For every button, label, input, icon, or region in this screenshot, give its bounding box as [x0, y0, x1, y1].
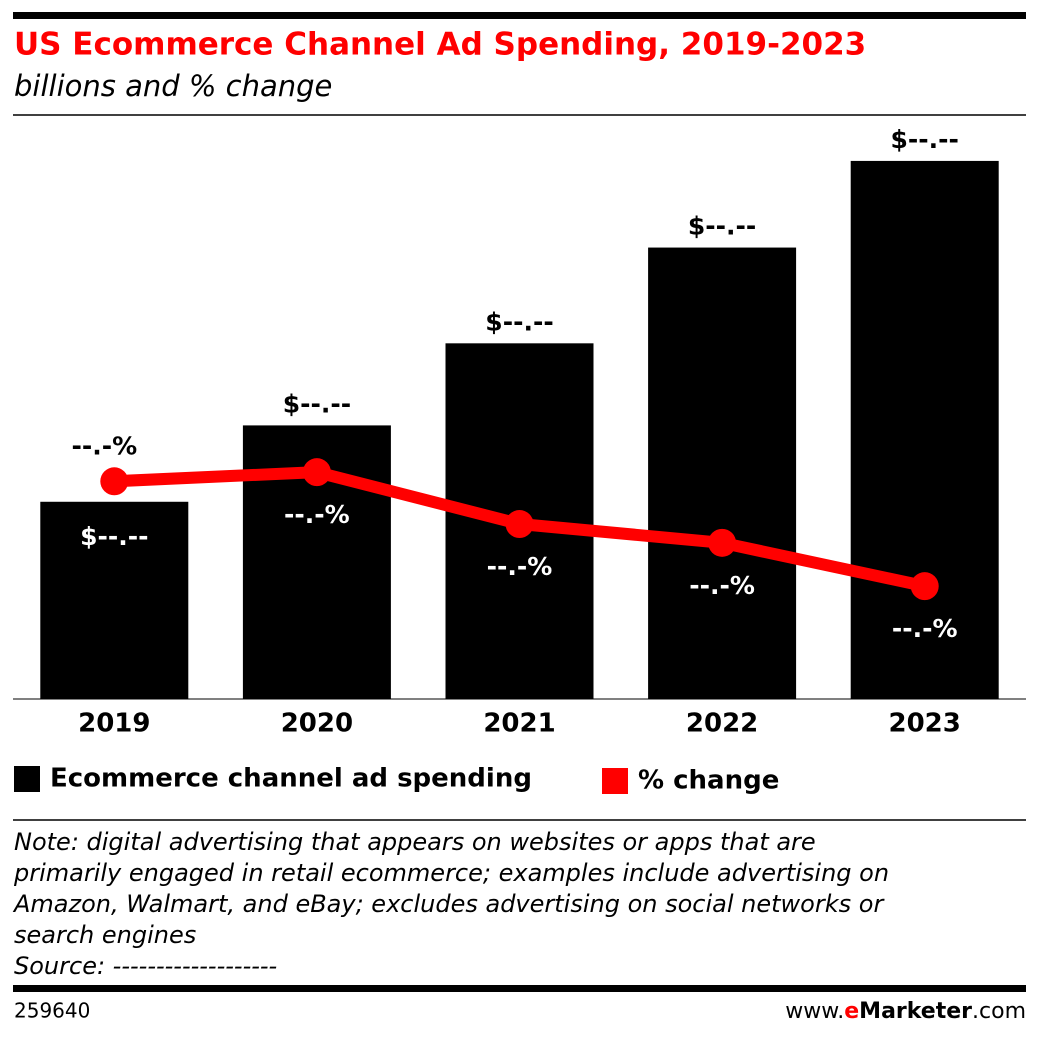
note: search engines — [14, 921, 196, 949]
line-marker — [708, 528, 737, 557]
line-value-label: --.-% — [892, 614, 958, 643]
bar — [40, 501, 189, 699]
chart-title: US Ecommerce Channel Ad Spending, 2019-2… — [14, 27, 866, 63]
line-value-label: --.-% — [284, 500, 350, 529]
footer-id: 259640 — [14, 999, 90, 1023]
x-tick-label: 2020 — [281, 709, 353, 739]
legend-swatch — [602, 768, 628, 794]
bar — [850, 160, 999, 700]
x-tick-label: 2019 — [78, 709, 150, 739]
bar-value-label: $--.-- — [283, 389, 351, 418]
bar-value-label: $--.-- — [485, 307, 553, 336]
line-value-label: --.-% — [689, 571, 755, 600]
legend-swatch — [14, 766, 40, 792]
line-marker — [505, 510, 534, 539]
footer-site: www.eMarketer.com — [785, 999, 1026, 1024]
x-tick-label: 2022 — [686, 709, 758, 739]
bar-value-label: $--.-- — [688, 212, 756, 241]
line-marker — [100, 467, 129, 496]
line-value-label: --.-% — [71, 431, 137, 460]
bottom-rule — [13, 985, 1026, 992]
line-marker — [910, 572, 939, 601]
x-tick-label: 2023 — [889, 709, 961, 739]
line-marker — [302, 458, 331, 487]
bar — [648, 247, 797, 699]
site-brand: e — [844, 999, 859, 1024]
note: Note: digital advertising that appears o… — [14, 828, 816, 856]
legend-label: Ecommerce channel ad spending — [50, 764, 532, 794]
site-prefix: www. — [785, 999, 844, 1024]
source: Source: ------------------- — [14, 952, 277, 980]
bar-value-label: $--.-- — [890, 125, 958, 154]
site-suffix: .com — [972, 999, 1026, 1024]
note: Amazon, Walmart, and eBay; excludes adve… — [12, 890, 885, 918]
site-brand: Marketer — [859, 999, 972, 1024]
legend-label: % change — [638, 766, 779, 796]
chart-subtitle: billions and % change — [14, 69, 332, 103]
top-rule — [13, 12, 1026, 19]
x-tick-label: 2021 — [483, 709, 555, 739]
bar-value-label: $--.-- — [80, 522, 148, 551]
line-value-label: --.-% — [487, 552, 553, 581]
note: primarily engaged in retail ecommerce; e… — [13, 859, 889, 887]
